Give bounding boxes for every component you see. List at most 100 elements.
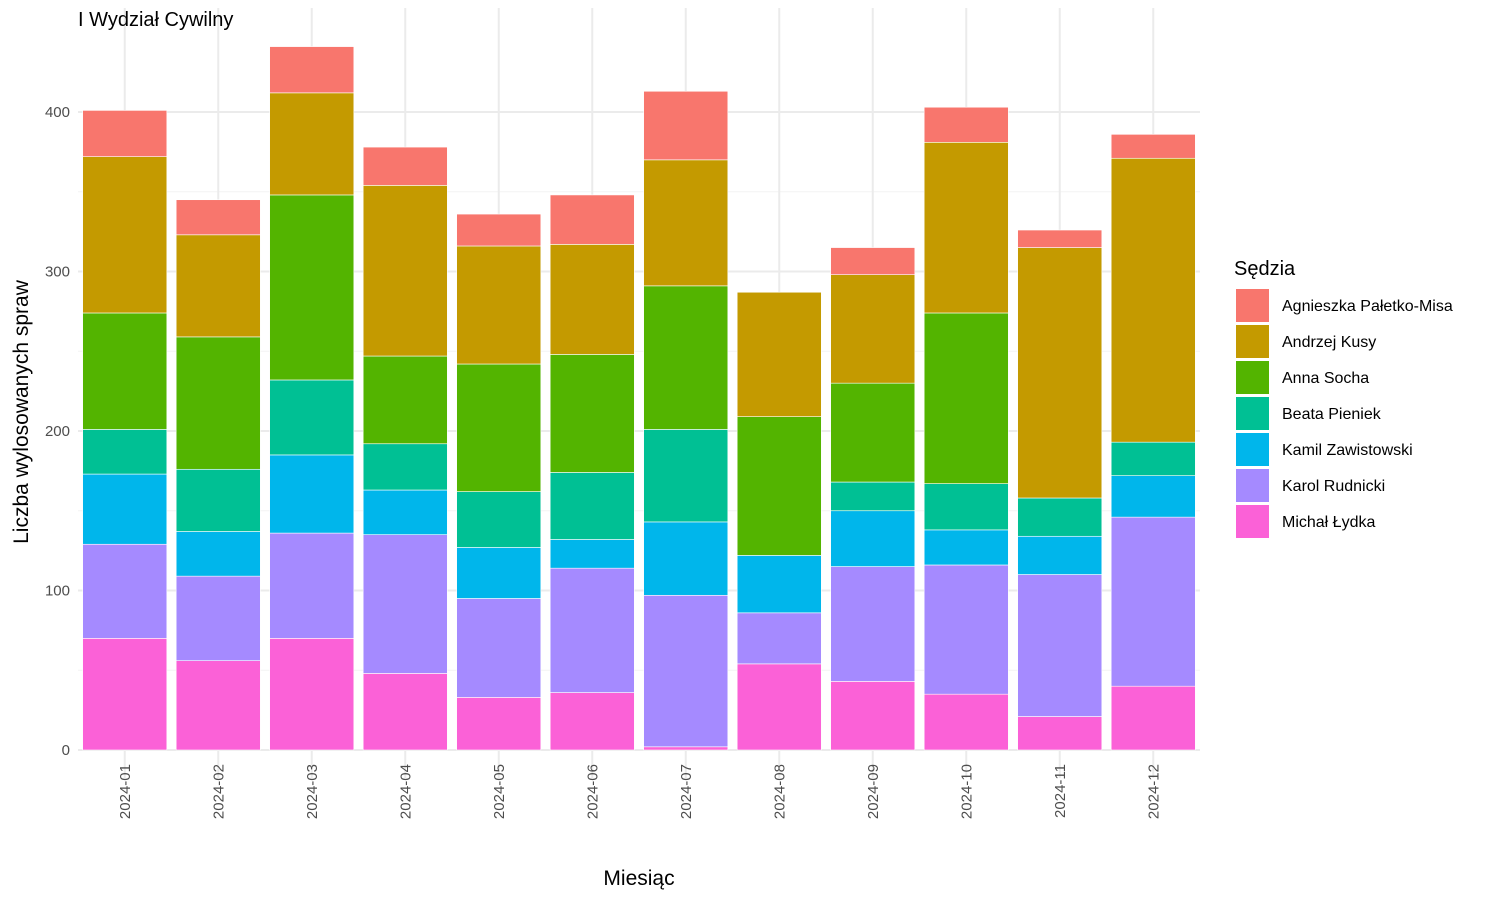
bar-segment: [643, 159, 729, 287]
x-tick-label: 2024-08: [771, 764, 788, 819]
bar-segment: [269, 194, 355, 381]
bar-segment: [923, 529, 1009, 566]
bar-segment: [549, 692, 635, 751]
bar-segment: [736, 555, 822, 614]
bar-segment: [1110, 516, 1196, 687]
bar-segment: [175, 468, 261, 532]
bar-segment: [643, 429, 729, 523]
x-tick-label: 2024-11: [1052, 764, 1069, 818]
bar-segment: [175, 660, 261, 751]
bar-segment: [456, 697, 542, 751]
bar-segment: [1017, 716, 1103, 751]
bar-segment: [456, 491, 542, 548]
x-tick-label: 2024-05: [491, 764, 508, 819]
bar-segment: [82, 638, 168, 751]
y-axis-ticks: 0 100 200 300 400: [45, 104, 70, 759]
bar-segment: [362, 534, 448, 674]
y-axis-title: Liczba wylosowanych spraw: [10, 279, 33, 544]
legend-key: [1236, 325, 1269, 358]
bar-segment: [175, 336, 261, 470]
bar-segment: [1110, 157, 1196, 443]
bar-segment: [923, 142, 1009, 314]
legend-key: [1236, 361, 1269, 394]
bar-segment: [1110, 134, 1196, 159]
bar-segment: [830, 510, 916, 567]
bar-segment: [643, 594, 729, 748]
bar-segment: [830, 247, 916, 275]
legend-label: Michał Łydka: [1282, 514, 1375, 531]
bar-segment: [643, 285, 729, 430]
bar-segment: [736, 291, 822, 417]
bar-segment: [82, 473, 168, 545]
bar-segment: [456, 598, 542, 698]
legend-key: [1236, 397, 1269, 430]
bar-segment: [456, 213, 542, 247]
bar-segment: [175, 575, 261, 661]
legend-label: Anna Socha: [1282, 370, 1369, 387]
bar-segment: [643, 90, 729, 161]
legend-label: Kamil Zawistowski: [1282, 442, 1413, 459]
legend: Sędzia Agnieszka Pałetko-Misa Andrzej Kus…: [1234, 258, 1453, 538]
bar-segment: [643, 521, 729, 596]
bar-segment: [830, 382, 916, 483]
x-tick-label: 2024-01: [117, 764, 134, 819]
y-tick-label: 200: [45, 423, 70, 440]
x-tick-label: 2024-09: [865, 764, 882, 819]
legend-key: [1236, 469, 1269, 502]
bar-segment: [830, 481, 916, 512]
bar-segment: [362, 443, 448, 491]
bar-segment: [175, 199, 261, 236]
bar-segment: [1017, 497, 1103, 537]
bar-segment: [269, 379, 355, 456]
bar-segment: [923, 564, 1009, 695]
bar-segment: [362, 673, 448, 751]
bar-segment: [923, 483, 1009, 531]
bar-segment: [82, 312, 168, 430]
bar-segment: [82, 110, 168, 157]
y-tick-label: 400: [45, 104, 70, 121]
bar-segment: [175, 234, 261, 338]
bar-segment: [82, 156, 168, 314]
bar-segment: [549, 194, 635, 245]
bar-segment: [82, 429, 168, 475]
x-tick-label: 2024-06: [584, 764, 601, 819]
bar-segment: [549, 244, 635, 355]
x-axis-title: Miesiąc: [603, 867, 674, 890]
bar-segment: [456, 363, 542, 492]
legend-key: [1236, 433, 1269, 466]
bar-segment: [549, 354, 635, 473]
x-tick-label: 2024-02: [210, 764, 227, 819]
legend-label: Karol Rudnicki: [1282, 478, 1385, 495]
y-tick-label: 100: [45, 583, 70, 600]
bar-segment: [1110, 685, 1196, 751]
x-axis-ticks: 2024-01 2024-02 2024-03 2024-04 2024-05 2024-…: [117, 764, 1163, 819]
bar-segment: [549, 567, 635, 693]
legend-label: Andrzej Kusy: [1282, 334, 1376, 351]
bar-segment: [1017, 229, 1103, 248]
bar-segment: [456, 245, 542, 365]
legend-label: Beata Pieniek: [1282, 406, 1382, 423]
bar-segment: [830, 566, 916, 682]
bar-segment: [830, 274, 916, 384]
x-tick-label: 2024-04: [397, 764, 414, 819]
bar-segment: [269, 46, 355, 94]
bar-segment: [736, 612, 822, 665]
x-tick-label: 2024-03: [304, 764, 321, 819]
bar-segment: [269, 92, 355, 196]
bar-segment: [82, 543, 168, 639]
bar-segment: [923, 106, 1009, 143]
bar-segment: [1017, 535, 1103, 575]
x-tick-label: 2024-12: [1145, 764, 1162, 819]
bar-segment: [549, 472, 635, 540]
bar-segment: [456, 547, 542, 599]
bar-segment: [923, 693, 1009, 751]
chart-title: I Wydział Cywilny: [78, 9, 233, 31]
bar-segment: [830, 681, 916, 751]
bar-segment: [643, 746, 729, 751]
bar-segment: [736, 416, 822, 556]
bar-segment: [362, 355, 448, 445]
y-tick-label: 300: [45, 264, 70, 281]
x-tick-label: 2024-10: [958, 764, 975, 819]
bar-segment: [736, 663, 822, 751]
